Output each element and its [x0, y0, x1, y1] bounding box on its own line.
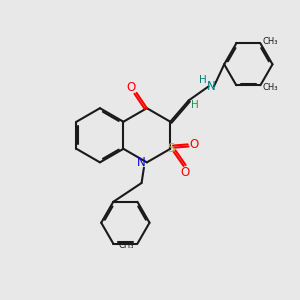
Text: CH₃: CH₃ [262, 37, 278, 46]
Text: CH₃: CH₃ [118, 242, 134, 250]
Text: N: N [207, 80, 215, 93]
Text: O: O [127, 81, 136, 94]
Text: S: S [167, 142, 175, 155]
Text: N: N [137, 156, 146, 169]
Text: CH₃: CH₃ [262, 83, 278, 92]
Text: O: O [190, 138, 199, 151]
Text: H: H [191, 100, 199, 110]
Text: O: O [180, 166, 190, 179]
Text: H: H [200, 75, 207, 85]
